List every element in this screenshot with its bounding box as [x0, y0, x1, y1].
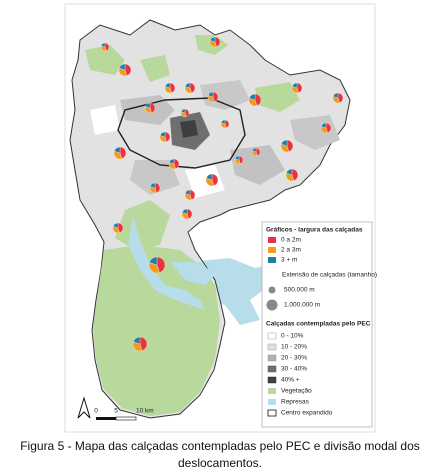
- legend-label: 10 - 20%: [281, 344, 307, 351]
- pie-slice: [156, 256, 166, 273]
- vegetation: [115, 200, 170, 250]
- pie-slice: [286, 139, 294, 152]
- district: [185, 165, 225, 198]
- pie-slice: [208, 91, 214, 98]
- legend-label: Centro expandido: [281, 410, 333, 417]
- center-boundary: [117, 97, 246, 169]
- pie-slice: [210, 36, 216, 43]
- pie-slice: [321, 122, 327, 129]
- legend-swatch: [267, 376, 277, 384]
- legend-swatch: [267, 365, 277, 373]
- pie-slice: [185, 82, 191, 89]
- pie-slice: [252, 147, 257, 153]
- scale-bar: [96, 417, 116, 420]
- district: [180, 120, 198, 138]
- legend-title: Calçadas contempladas pelo PEC: [266, 321, 371, 328]
- legend-label: Represas: [281, 399, 310, 406]
- pie-slice: [206, 173, 213, 181]
- pie-slice: [286, 168, 293, 176]
- legend-swatch: [268, 237, 276, 243]
- pie-slice: [182, 208, 188, 215]
- pie-slice: [133, 336, 141, 345]
- legend-swatch: [268, 257, 276, 263]
- pie-slice: [235, 155, 240, 161]
- pie-slice: [291, 168, 299, 181]
- legend-label: 0 a 2m: [281, 237, 301, 244]
- legend-label: 30 - 40%: [281, 366, 307, 373]
- pie-slice: [254, 93, 262, 106]
- legend-label: 0 - 10%: [281, 333, 304, 340]
- pie-slice: [292, 82, 298, 89]
- scale-label: 10 km: [136, 408, 154, 415]
- pie-charts: [100, 36, 344, 352]
- map: 0 5 10 km Gráficos - largura das calçada…: [64, 3, 377, 433]
- pie-slice: [139, 336, 148, 351]
- legend-label: 2 a 3m: [281, 247, 301, 254]
- vegetation: [255, 82, 300, 112]
- pie-slice: [113, 222, 119, 229]
- vegetation: [85, 45, 125, 75]
- district: [200, 80, 250, 110]
- pie-slice: [281, 139, 288, 147]
- pie-slice: [221, 119, 226, 125]
- district: [230, 145, 285, 185]
- scale-label: 0: [94, 408, 98, 415]
- scale-bar: [115, 416, 137, 421]
- legend-label: 40% +: [281, 377, 300, 384]
- pie-slice: [169, 158, 175, 165]
- district: [90, 105, 120, 135]
- pie-slice: [114, 146, 121, 154]
- pie-slice: [119, 146, 127, 159]
- vegetation: [93, 245, 220, 416]
- legend-label: 1.000.000 m: [284, 302, 320, 309]
- pie-slice: [249, 93, 256, 101]
- reservoir: [170, 262, 215, 285]
- reservoir: [128, 215, 205, 310]
- legend-swatch: [267, 409, 277, 417]
- legend-swatch: [268, 399, 276, 405]
- pie-slice: [211, 173, 219, 186]
- legend-swatch: [267, 332, 277, 340]
- pie-slice: [165, 82, 171, 89]
- scale-label: 5: [114, 408, 118, 415]
- pie-slice: [185, 189, 191, 196]
- pie-slice: [119, 63, 126, 71]
- legend-classes: 0 - 10% 10 - 20% 20 - 30% 30 - 40% 40% + Vege…: [267, 332, 333, 417]
- north-arrow: [77, 396, 91, 419]
- pie-slice: [101, 42, 106, 48]
- pie-slice: [145, 102, 151, 109]
- vegetation: [140, 55, 170, 82]
- pie-slice: [160, 131, 166, 138]
- legend-label: 3 + m: [281, 257, 297, 264]
- legend-swatch: [267, 354, 277, 362]
- legend-size: [268, 286, 276, 294]
- pie-slice: [181, 108, 186, 114]
- legend-swatch: [267, 343, 277, 351]
- legend-label: 500.000 m: [284, 287, 315, 294]
- caption: Figura 5 - Mapa das calçadas contemplada…: [20, 439, 420, 470]
- pie-slice: [149, 256, 158, 266]
- legend-label: Extensão de calçadas (tamanho): [282, 272, 377, 279]
- legend-box: [261, 221, 373, 428]
- pie-slice: [124, 63, 132, 76]
- legend-size: [266, 299, 278, 311]
- pie-slice: [333, 92, 339, 99]
- legend-title: Gráficos - largura das calçadas: [266, 227, 363, 234]
- legend-label: 20 - 30%: [281, 355, 307, 362]
- pie-slice: [150, 182, 156, 189]
- legend-label: Vegetação: [281, 388, 312, 395]
- district: [130, 160, 180, 195]
- legend-swatch: [268, 388, 276, 394]
- legend-swatch: [268, 247, 276, 253]
